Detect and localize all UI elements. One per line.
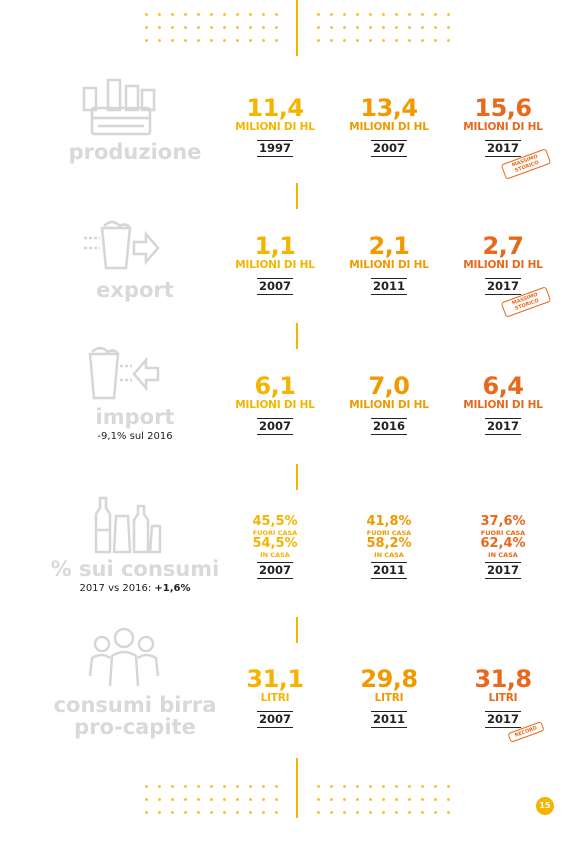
value-column: 37,6% FUORI CASA 62,4% IN CASA 2017	[447, 515, 559, 579]
in-casa-label: IN CASA	[374, 551, 404, 559]
bottles-glasses-icon	[94, 496, 162, 554]
in-casa-percent: 54,5%	[252, 536, 298, 551]
note-value: +1,6%	[154, 583, 191, 594]
fuori-casa-label: FUORI CASA	[252, 529, 298, 537]
unit: MILIONI DI HL	[463, 259, 543, 271]
value: 31,1	[246, 665, 304, 693]
year: 2007	[256, 418, 293, 435]
value-column: 6,1 MILIONI DI HL 2007	[219, 373, 331, 435]
unit: MILIONI DI HL	[349, 399, 429, 411]
in-casa-percent: 62,4%	[480, 536, 526, 551]
value-column: 15,6 MILIONI DI HL 2017	[447, 95, 559, 157]
year: 2011	[370, 711, 407, 728]
dot-pattern-bottom-right	[312, 780, 452, 816]
unit: MILIONI DI HL	[235, 259, 315, 271]
year: 1997	[256, 140, 293, 157]
fuori-casa-percent: 45,5%	[252, 514, 298, 529]
value-column: 31,8 LITRI 2017	[447, 666, 559, 728]
fuori-casa-label: FUORI CASA	[480, 529, 526, 537]
category-label: % sui consumi	[50, 557, 220, 581]
dot-pattern-top-right	[312, 8, 452, 44]
year: 2017	[484, 711, 521, 728]
divider-line	[296, 0, 298, 56]
note-text: 2017 vs 2016:	[79, 583, 152, 594]
divider-line	[296, 183, 298, 209]
unit: MILIONI DI HL	[463, 121, 543, 133]
value-column: 6,4 MILIONI DI HL 2017	[447, 373, 559, 435]
year: 2007	[256, 562, 293, 579]
category-label: export	[96, 278, 174, 302]
unit: LITRI	[488, 692, 518, 704]
value: 11,4	[246, 94, 304, 122]
person-group-icon	[88, 627, 160, 687]
year: 2017	[484, 418, 521, 435]
year: 2007	[256, 278, 293, 295]
value: 13,4	[360, 94, 418, 122]
row-consumi-pro-capite: consumi birra pro-capite 31,1 LITRI 2007…	[0, 626, 585, 751]
unit: MILIONI DI HL	[349, 259, 429, 271]
value: 29,8	[360, 665, 418, 693]
value-column: 31,1 LITRI 2007	[219, 666, 331, 728]
year: 2017	[484, 140, 521, 157]
value: 2,1	[368, 232, 410, 260]
value-column: 2,7 MILIONI DI HL 2017	[447, 233, 559, 295]
value: 1,1	[254, 232, 296, 260]
value: 2,7	[482, 232, 524, 260]
beer-crate-icon	[82, 78, 156, 136]
value-column: 7,0 MILIONI DI HL 2016	[333, 373, 445, 435]
divider-line	[296, 758, 298, 818]
value-column: 1,1 MILIONI DI HL 2007	[219, 233, 331, 295]
dot-pattern-top-left	[140, 8, 280, 44]
in-casa-percent: 58,2%	[366, 536, 412, 551]
row-percent-consumi: % sui consumi 2017 vs 2016: +1,6% 45,5% …	[0, 494, 585, 606]
year: 2017	[484, 278, 521, 295]
page-number: 15	[536, 797, 554, 815]
value-column: 13,4 MILIONI DI HL 2007	[333, 95, 445, 157]
value: 7,0	[368, 372, 410, 400]
unit: LITRI	[260, 692, 290, 704]
in-casa-label: IN CASA	[260, 551, 290, 559]
fuori-casa-percent: 41,8%	[366, 514, 412, 529]
category-label: produzione	[68, 140, 202, 164]
unit: MILIONI DI HL	[349, 121, 429, 133]
in-casa-label: IN CASA	[488, 551, 518, 559]
year: 2011	[370, 562, 407, 579]
value-column: 45,5% FUORI CASA 54,5% IN CASA 2007	[219, 515, 331, 579]
category-note: 2017 vs 2016: +1,6%	[0, 583, 270, 594]
unit: LITRI	[374, 692, 404, 704]
value: 6,4	[482, 372, 524, 400]
category-note: -9,1% sul 2016	[97, 431, 173, 442]
divider-line	[296, 323, 298, 349]
value: 6,1	[254, 372, 296, 400]
dot-pattern-bottom-left	[140, 780, 280, 816]
year: 2017	[484, 562, 521, 579]
unit: MILIONI DI HL	[235, 121, 315, 133]
value: 31,8	[474, 665, 532, 693]
category-label: import	[95, 405, 175, 429]
unit: MILIONI DI HL	[235, 399, 315, 411]
fuori-casa-label: FUORI CASA	[366, 529, 412, 537]
divider-line	[296, 617, 298, 643]
fuori-casa-percent: 37,6%	[480, 514, 526, 529]
year: 2011	[370, 278, 407, 295]
value: 15,6	[474, 94, 532, 122]
divider-line	[296, 464, 298, 490]
year: 2007	[256, 711, 293, 728]
year: 2007	[370, 140, 407, 157]
category-label: consumi birra	[53, 693, 217, 717]
value-column: 2,1 MILIONI DI HL 2011	[333, 233, 445, 295]
value-column: 29,8 LITRI 2011	[333, 666, 445, 728]
category-label: pro-capite	[74, 715, 196, 739]
row-import: import -9,1% sul 2016 6,1 MILIONI DI HL …	[0, 344, 585, 454]
row-export: export 1,1 MILIONI DI HL 2007 2,1 MILION…	[0, 216, 585, 326]
row-produzione: produzione 11,4 MILIONI DI HL 1997 13,4 …	[0, 78, 585, 188]
value-column: 11,4 MILIONI DI HL 1997	[219, 95, 331, 157]
year: 2016	[370, 418, 407, 435]
value-column: 41,8% FUORI CASA 58,2% IN CASA 2011	[333, 515, 445, 579]
beer-glass-export-icon	[84, 220, 160, 270]
unit: MILIONI DI HL	[463, 399, 543, 411]
beer-glass-import-icon	[88, 346, 160, 400]
